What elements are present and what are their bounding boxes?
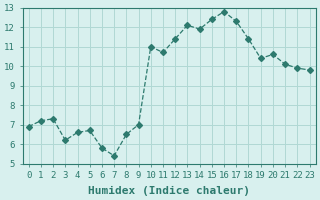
X-axis label: Humidex (Indice chaleur): Humidex (Indice chaleur) — [88, 186, 250, 196]
